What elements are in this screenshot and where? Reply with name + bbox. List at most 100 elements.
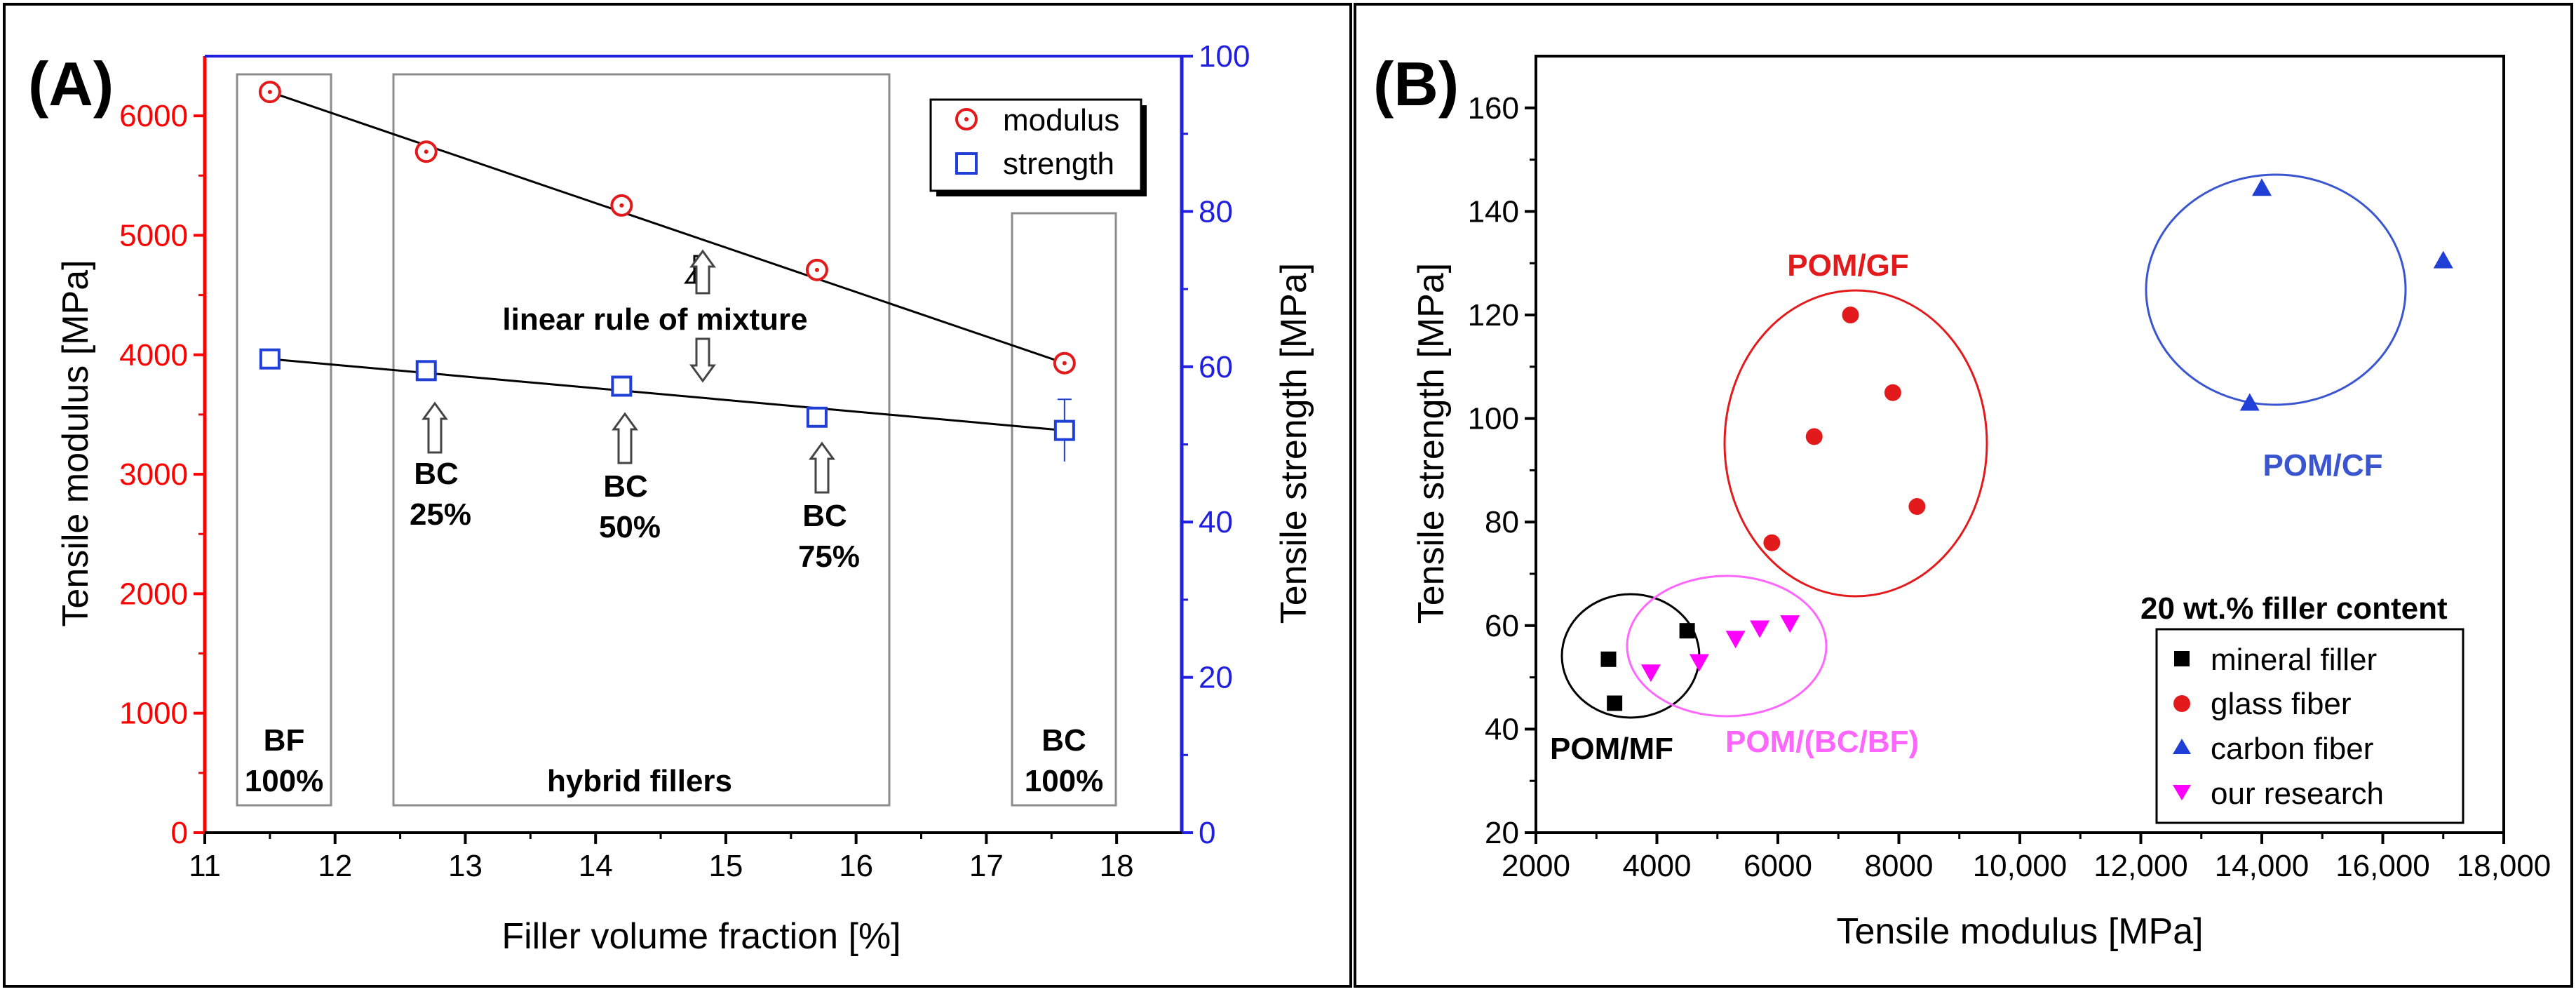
- a-bc75-label-2: 75%: [798, 539, 860, 574]
- panel-b-label: (B): [1373, 49, 1459, 119]
- b-legend-title: 20 wt.% filler content: [2140, 591, 2448, 626]
- a-modulus-point-dot: [814, 267, 819, 272]
- a-legend-modulus: modulus: [1003, 103, 1119, 137]
- b-point-our-research: [1780, 615, 1800, 633]
- b-ellipse-bcbf: [1626, 575, 1828, 718]
- a-bc-label-2: 100%: [1025, 764, 1104, 798]
- b-legend-glass: glass fiber: [2211, 687, 2352, 721]
- panel-a-label: (A): [28, 49, 114, 119]
- b-data-marks: [1600, 178, 2453, 711]
- b-xtick-label: 12,000: [2093, 849, 2188, 883]
- hybrid-box: [392, 73, 891, 807]
- a-xtick-label: 14: [579, 849, 613, 883]
- panel-a-frame: [3, 3, 1352, 988]
- b-legend-carbon: carbon fiber: [2211, 732, 2373, 766]
- a-ytick-right-label: 0: [1199, 816, 1215, 850]
- b-point-our-research: [1725, 631, 1746, 649]
- b-ytick-label: 100: [1468, 402, 1519, 436]
- panel-a: (A) 11 12 13 14 15 16 17 1801000200030004000500…: [28, 39, 1314, 957]
- b-xtick-label: 14,000: [2215, 849, 2309, 883]
- b-group-label-mf: POM/MF: [1550, 732, 1673, 766]
- a-strength-point: [259, 348, 281, 370]
- a-ytick-left-label: 4000: [119, 338, 188, 372]
- b-xtick-label: 2000: [1502, 849, 1570, 883]
- a-ytick-left-label: 0: [171, 816, 188, 850]
- b-xtick-label: 8000: [1865, 849, 1934, 883]
- a-ylabel-left: Tensile modulus [MPa]: [55, 260, 96, 626]
- b-point-glass-fiber: [1908, 498, 1926, 516]
- b-legend-box: [2155, 628, 2464, 824]
- a-ytick-left-label: 1000: [119, 697, 188, 731]
- b-ytick-label: 20: [1485, 816, 1519, 850]
- b-ytick-label: 160: [1468, 91, 1519, 126]
- a-xtick-label: 13: [448, 849, 483, 883]
- a-ytick-right-label: 60: [1199, 350, 1233, 384]
- a-fit-lines: [269, 90, 1065, 432]
- a-ylabel-right: Tensile strength [MPa]: [1274, 263, 1314, 624]
- a-fit-line-right: [269, 358, 1065, 432]
- a-ytick-left-label: 5000: [119, 218, 188, 253]
- b-point-mineral-filler: [1607, 695, 1623, 711]
- b-xtick-label: 4000: [1623, 849, 1692, 883]
- b-legend-mineral-marker: [2174, 651, 2190, 666]
- a-xtick-label: 17: [969, 849, 1004, 883]
- b-point-glass-fiber: [1842, 307, 1859, 323]
- b-ytick-label: 140: [1468, 194, 1519, 229]
- b-point-mineral-filler: [1679, 623, 1695, 639]
- b-group-label-cf: POM/CF: [2263, 448, 2382, 483]
- a-legend-strength-marker: [955, 152, 978, 175]
- a-bc25-label-2: 25%: [410, 497, 471, 532]
- b-point-carbon-fiber: [2239, 393, 2260, 411]
- b-point-glass-fiber: [1884, 384, 1901, 401]
- b-legend-ours-marker: [2173, 785, 2191, 800]
- b-point-carbon-fiber: [2252, 178, 2272, 196]
- b-point-carbon-fiber: [2433, 250, 2453, 269]
- a-modulus-point-dot: [424, 149, 429, 154]
- b-group-label-bcbf: POM/(BC/BF): [1725, 725, 1919, 759]
- b-point-our-research: [1640, 664, 1661, 683]
- a-ytick-right-label: 100: [1199, 39, 1250, 74]
- a-bf-label-1: BF: [264, 723, 305, 758]
- a-legend-modulus-marker: [955, 108, 978, 130]
- a-strength-point: [806, 406, 828, 428]
- a-ytick-left-label: 6000: [119, 99, 188, 133]
- a-strength-point: [611, 375, 633, 397]
- b-ellipse-cf: [2145, 173, 2407, 406]
- a-xlabel: Filler volume fraction [%]: [501, 916, 901, 957]
- a-bf-label-2: 100%: [245, 764, 324, 798]
- b-point-mineral-filler: [1600, 651, 1617, 667]
- a-up-arrow-mark: [809, 441, 835, 494]
- a-modulus-point-dot: [1062, 361, 1067, 365]
- b-point-our-research: [1689, 654, 1709, 672]
- a-rule-label: linear rule of mixture: [502, 302, 807, 337]
- a-up-arrow-mark: [689, 249, 716, 295]
- b-ytick-label: 60: [1485, 609, 1519, 643]
- a-strength-point: [1053, 419, 1075, 441]
- a-bc75-label-1: BC: [802, 499, 847, 533]
- a-ytick-right-label: 80: [1199, 194, 1233, 229]
- b-ytick-label: 80: [1485, 505, 1519, 539]
- a-xtick-label: 18: [1100, 849, 1134, 883]
- bc-box: [1011, 212, 1117, 807]
- a-xtick-label: 15: [708, 849, 743, 883]
- b-group-label-gf: POM/GF: [1787, 248, 1909, 283]
- b-legend-mineral: mineral filler: [2211, 643, 2377, 677]
- b-xtick-label: 6000: [1744, 849, 1812, 883]
- b-ytick-label: 120: [1468, 298, 1519, 333]
- a-modulus-point-dot: [267, 90, 272, 95]
- a-ytick-left-label: 3000: [119, 457, 188, 492]
- b-xtick-label: 16,000: [2335, 849, 2430, 883]
- a-modulus-point-dot: [619, 203, 624, 208]
- a-bc50-label-2: 50%: [599, 510, 661, 544]
- b-legend-carbon-marker: [2173, 739, 2191, 754]
- b-ylabel: Tensile strength [MPa]: [1411, 263, 1452, 624]
- b-point-our-research: [1750, 620, 1770, 638]
- a-legend-box: [929, 98, 1142, 192]
- a-ytick-left-label: 2000: [119, 577, 188, 611]
- a-xtick-label: 12: [318, 849, 352, 883]
- b-xtick-label: 10,000: [1973, 849, 2068, 883]
- b-ytick-label: 40: [1485, 712, 1519, 746]
- b-point-glass-fiber: [1805, 428, 1823, 445]
- b-legend-ours: our research: [2211, 777, 2384, 811]
